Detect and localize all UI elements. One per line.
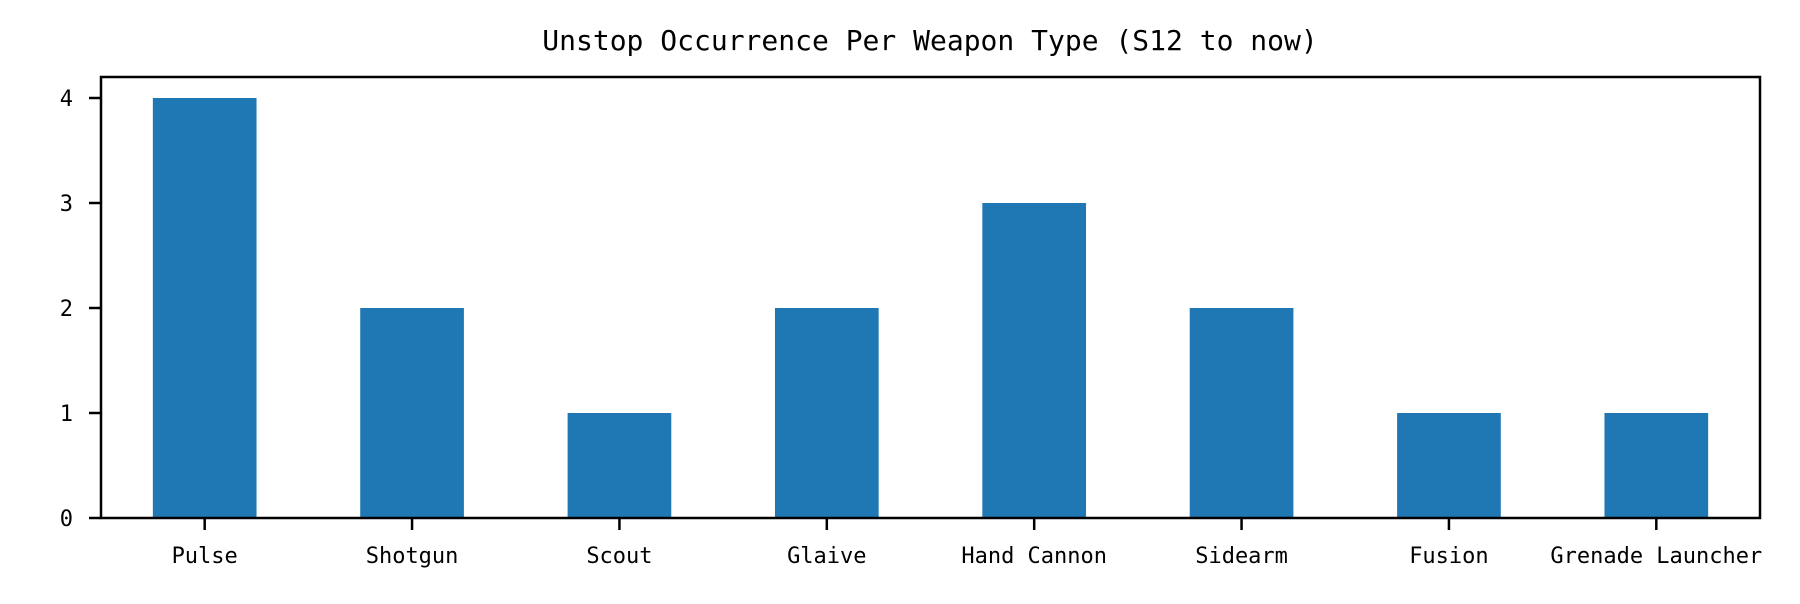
x-tick-label: Grenade Launcher [1550, 544, 1762, 569]
plot-frame [99, 75, 1762, 520]
x-tick-label: Scout [586, 544, 652, 569]
x-tick-label: Hand Cannon [961, 544, 1107, 569]
bar-grenade-launcher [1604, 413, 1709, 518]
bar-scout [567, 413, 672, 518]
y-tick-label: 4 [60, 87, 73, 112]
bars-layer [152, 98, 1709, 518]
x-tick-label: Glaive [787, 544, 866, 569]
bar-shotgun [360, 308, 464, 518]
bar-sidearm [1189, 308, 1294, 518]
bar-glaive [774, 308, 879, 518]
x-tick-label: Fusion [1409, 544, 1488, 569]
x-tick-label: Pulse [172, 544, 238, 569]
ticks-layer: Pulse Shotgun Scout Glaive Hand Cannon Sidear… [60, 87, 1763, 569]
axes-layer [99, 75, 1762, 520]
y-tick-label: 3 [60, 192, 73, 217]
x-tick-label: Shotgun [366, 544, 459, 569]
bar-pulse [152, 98, 257, 518]
y-tick-label: 0 [60, 507, 73, 532]
y-tick-label: 1 [60, 402, 73, 427]
chart-title: Unstop Occurrence Per Weapon Type (S12 t… [542, 24, 1317, 57]
bar-fusion [1397, 413, 1501, 518]
bar-hand-cannon [982, 203, 1087, 518]
y-tick-label: 2 [60, 297, 73, 322]
x-tick-label: Sidearm [1195, 544, 1288, 569]
